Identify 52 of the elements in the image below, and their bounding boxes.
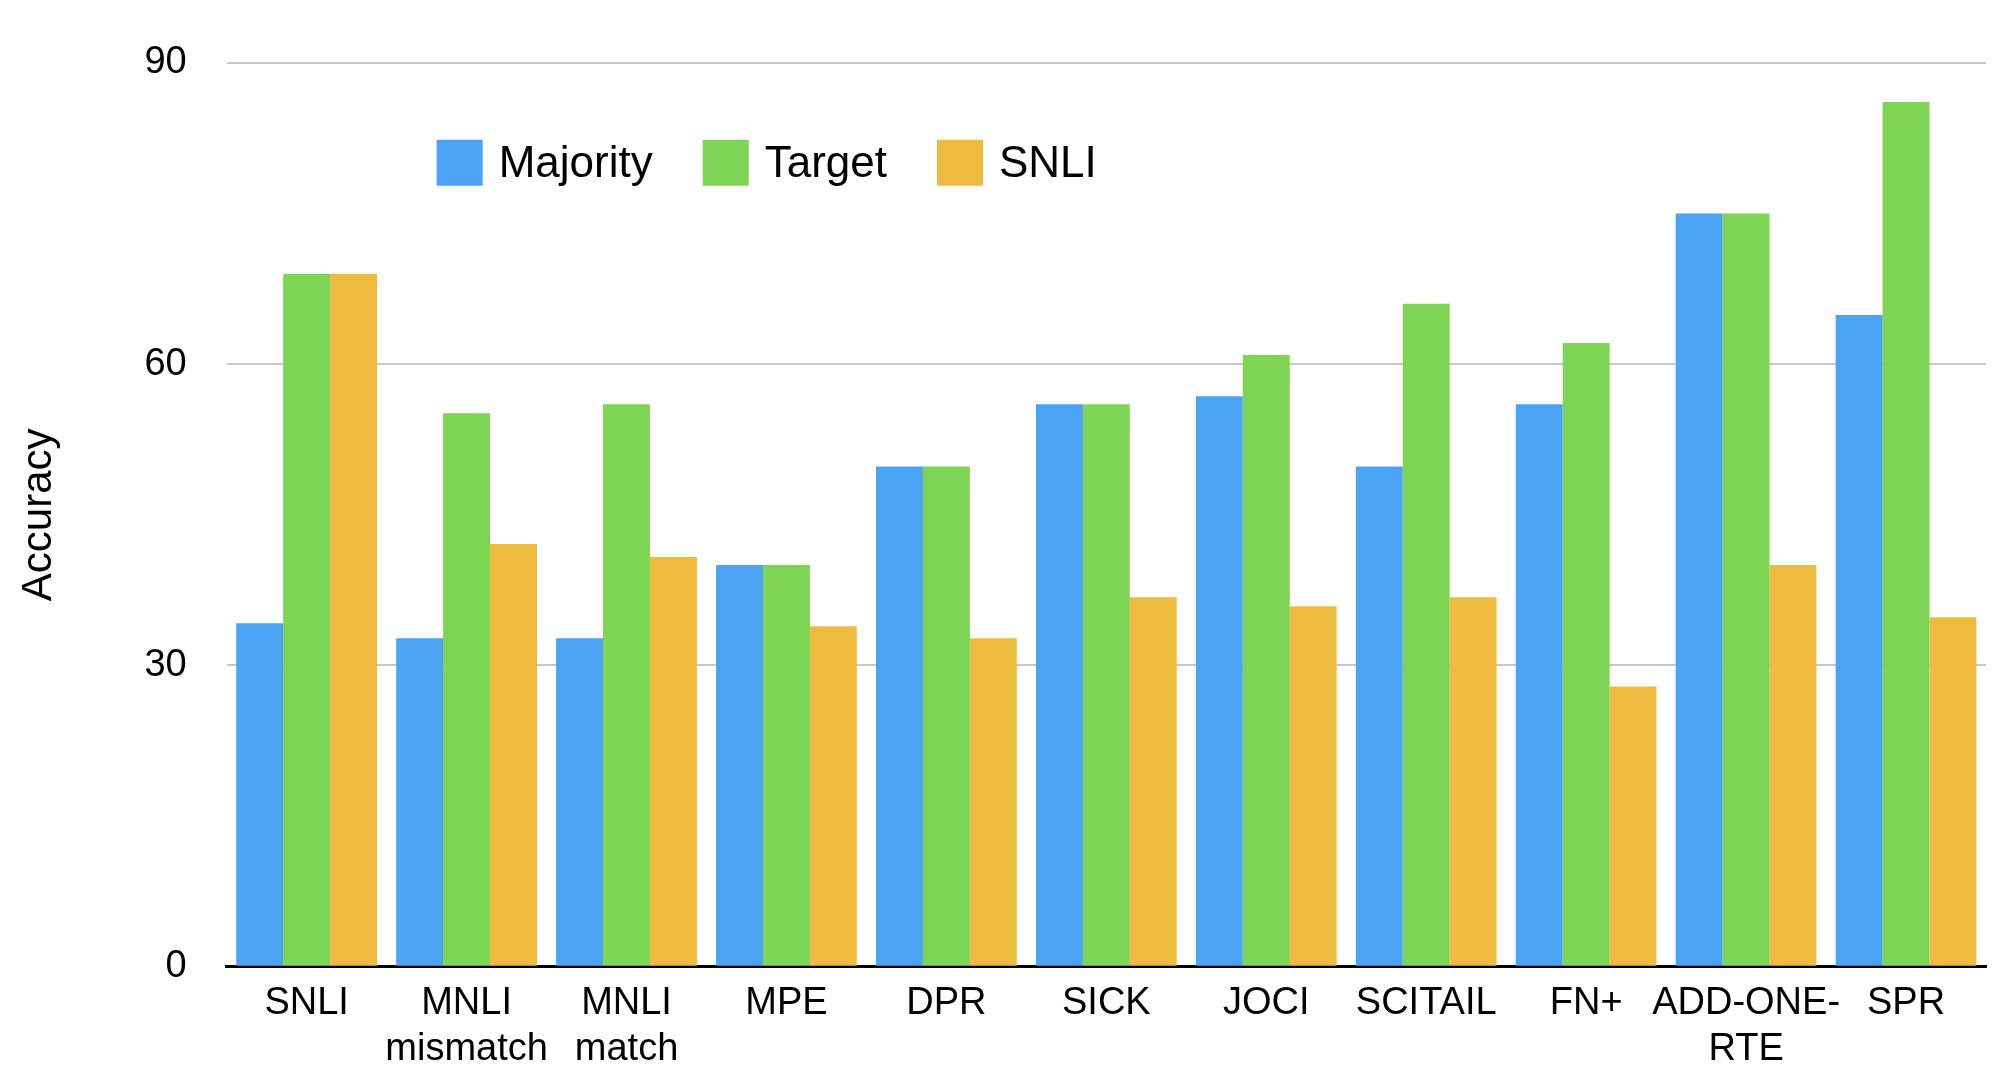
bar: [330, 273, 378, 966]
y-tick-label: 90: [144, 39, 187, 82]
x-tick-label: SICK: [1061, 980, 1151, 1023]
x-tick-label: MPE: [745, 980, 828, 1023]
bar: [1675, 213, 1723, 966]
y-tick-label: 30: [144, 641, 187, 684]
bar: [1722, 213, 1770, 966]
legend-label: SNLI: [998, 136, 1097, 186]
legend-label: Majority: [498, 136, 653, 186]
y-tick-label: 60: [144, 340, 187, 383]
bar: [283, 273, 331, 966]
bar: [556, 638, 604, 966]
bar: [443, 413, 491, 966]
x-tick-label: SNLI: [264, 980, 349, 1023]
bar: [603, 404, 650, 966]
bar: [716, 565, 763, 966]
x-tick-label: FN+: [1549, 980, 1623, 1023]
bar: [1515, 404, 1563, 966]
bar: [1129, 597, 1177, 966]
legend-label: Target: [764, 136, 887, 186]
bar: [1835, 314, 1883, 966]
x-tick-label: ADD-ONE- RTE: [1652, 980, 1841, 1068]
bar: [763, 565, 810, 966]
x-tick-label: MNLI mismatch: [385, 980, 548, 1068]
bar: [1082, 404, 1130, 966]
bar: [809, 626, 857, 966]
bar: [1609, 686, 1657, 966]
x-tick-label: JOCI: [1222, 980, 1310, 1023]
bar: [1882, 101, 1930, 966]
y-axis-title: Accuracy: [12, 428, 60, 602]
bar: [1355, 466, 1403, 966]
bar: [396, 638, 444, 966]
x-tick-label: SCITAIL: [1355, 980, 1497, 1023]
bar: [236, 623, 284, 966]
bar: [1929, 617, 1977, 966]
bar: [1195, 396, 1243, 966]
x-tick-label: MNLI match: [574, 980, 679, 1068]
bar: [969, 638, 1017, 966]
x-tick-label: SPR: [1866, 980, 1946, 1023]
bar: [1242, 355, 1290, 966]
y-tick-label: 0: [165, 943, 187, 986]
bar: [1402, 303, 1450, 966]
bar: [1449, 597, 1497, 966]
bar: [1769, 565, 1817, 966]
bar: [649, 556, 697, 966]
bar: [876, 466, 923, 966]
bar: [1289, 606, 1337, 966]
bar: [490, 543, 537, 966]
x-tick-label: DPR: [906, 980, 987, 1023]
bar: [1562, 343, 1610, 966]
bar: [922, 466, 970, 966]
bar: [1035, 404, 1083, 966]
